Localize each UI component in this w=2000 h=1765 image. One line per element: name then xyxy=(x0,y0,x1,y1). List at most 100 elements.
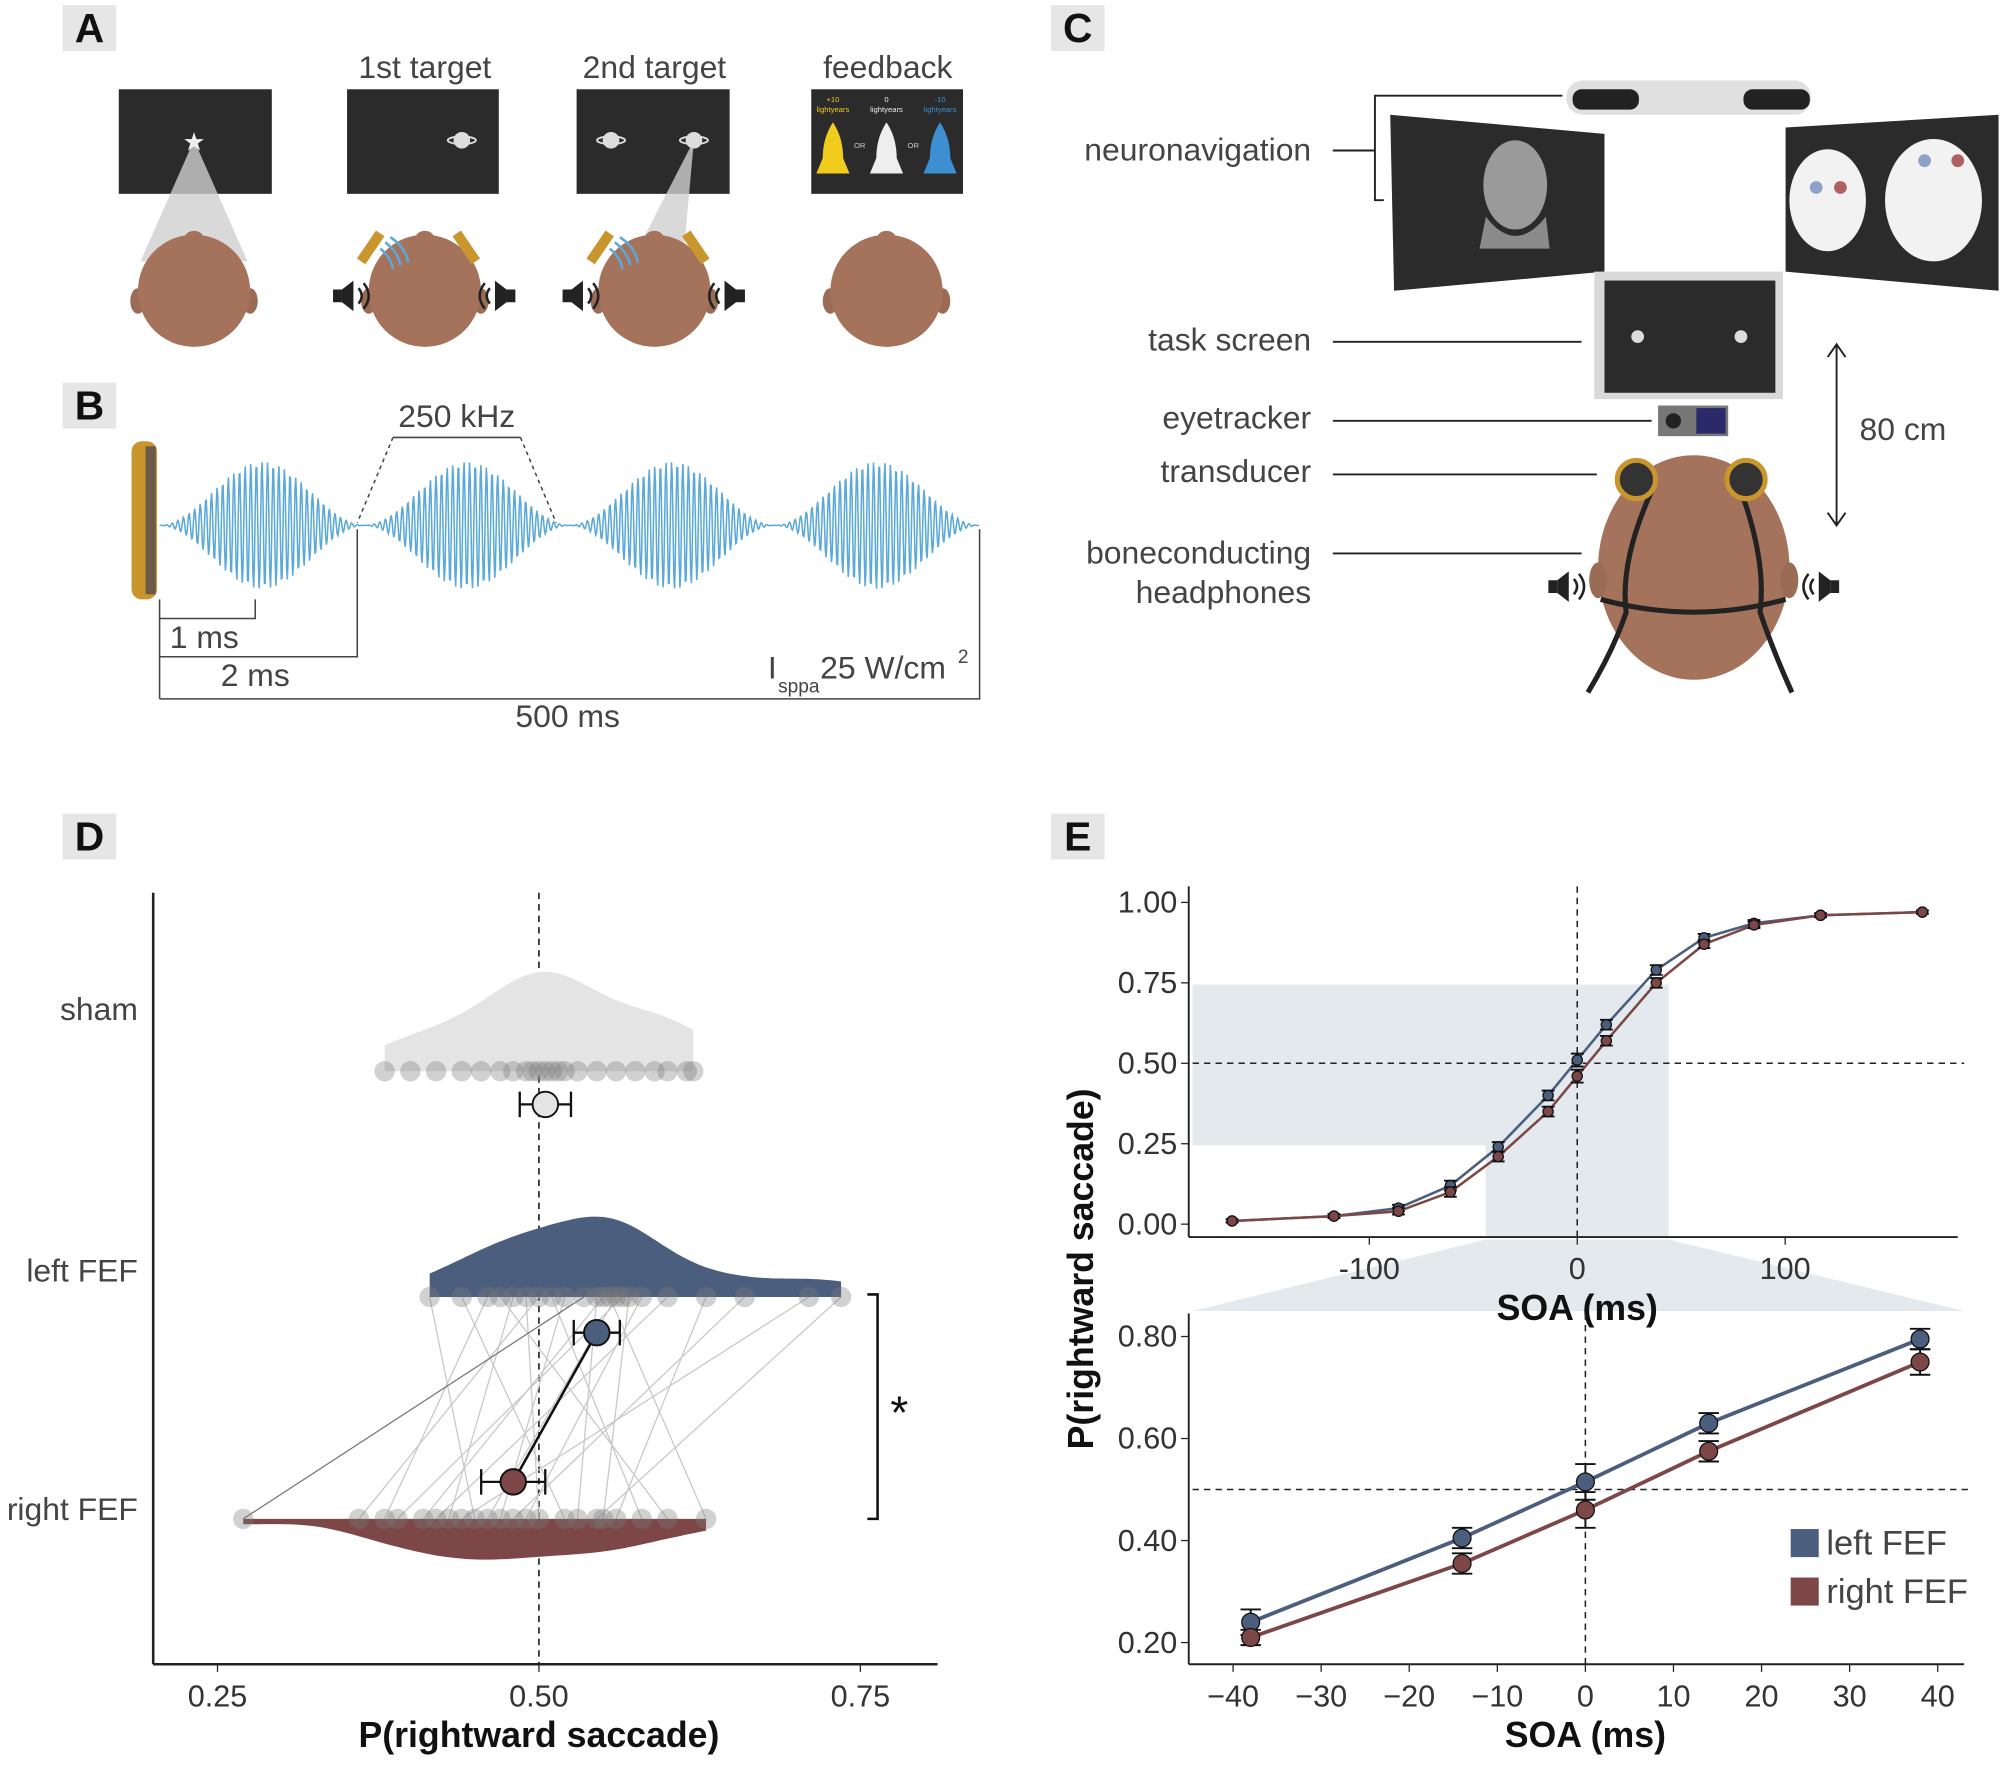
y-tick-label: 0.25 xyxy=(1118,1127,1178,1161)
panel-label: B xyxy=(75,383,104,429)
data-point xyxy=(1650,977,1662,989)
data-point xyxy=(515,1286,537,1308)
planets xyxy=(446,131,709,149)
rockets: +10 lightyears 0 lightyears -10 lightyea… xyxy=(816,95,957,174)
screen-label: 2nd target xyxy=(583,49,727,85)
part-label: boneconducting xyxy=(1086,535,1311,571)
data-point xyxy=(548,1061,569,1082)
zoom-region xyxy=(1192,984,1669,1238)
leader-lines xyxy=(1332,94,1652,555)
data-point xyxy=(477,1508,498,1530)
x-tick-label: 40 xyxy=(1921,1679,1955,1713)
gaze-cone xyxy=(140,140,248,262)
feedback-unit: lightyears xyxy=(924,105,957,114)
ear xyxy=(1589,562,1608,599)
panel-label: C xyxy=(1063,5,1092,51)
data-point xyxy=(631,1286,652,1308)
data-point xyxy=(470,1061,492,1082)
data-point xyxy=(451,1508,472,1530)
data-point xyxy=(1910,1352,1930,1372)
y-tick-label: 0.20 xyxy=(1118,1626,1178,1660)
feedback-or: OR xyxy=(908,141,920,150)
legend-swatch xyxy=(1790,1529,1819,1558)
intensity-value: 25 W/cm xyxy=(820,649,946,685)
data-point xyxy=(1328,1210,1340,1222)
data-point xyxy=(1542,1105,1554,1118)
y-tick-label: 0.00 xyxy=(1118,1207,1178,1241)
paired-line xyxy=(551,1296,643,1520)
brain xyxy=(1885,139,1982,262)
planet xyxy=(1734,330,1748,344)
panel-label-box xyxy=(62,813,117,860)
data-point xyxy=(503,1508,524,1530)
data-point xyxy=(503,1286,524,1308)
data-point xyxy=(605,1286,627,1308)
fixation-star: ★ xyxy=(183,128,206,156)
ultrasound xyxy=(379,236,640,270)
data-point xyxy=(657,1061,678,1082)
x-tick-label: 30 xyxy=(1833,1679,1867,1713)
duration: 500 ms xyxy=(515,698,620,734)
distance-arrow xyxy=(1826,342,1847,528)
intensity-symbol: I xyxy=(768,649,777,685)
y-tick-label: 0.80 xyxy=(1118,1320,1178,1354)
task-screen xyxy=(1604,280,1776,393)
transducer xyxy=(1614,457,1659,502)
data-point xyxy=(528,1061,550,1082)
data-point xyxy=(567,1508,588,1530)
y-tick-label: 0.75 xyxy=(1118,966,1178,1000)
data-point xyxy=(1452,1553,1472,1574)
y-axis-label: P(rightward saccade) xyxy=(1061,1088,1101,1449)
ultrasound-wave xyxy=(159,462,980,589)
data-point xyxy=(451,1286,472,1308)
transducers xyxy=(356,230,710,265)
paired-line xyxy=(448,1296,514,1520)
significance-bracket xyxy=(867,1293,879,1521)
data-point xyxy=(464,1508,485,1530)
feedback-value: -10 xyxy=(935,95,946,104)
brain xyxy=(1789,149,1866,252)
feedback-unit: lightyears xyxy=(870,105,903,114)
mean-point xyxy=(531,1090,560,1119)
mean-point xyxy=(499,1468,527,1496)
legend-label: left FEF xyxy=(1826,1525,1947,1563)
paired-line xyxy=(602,1296,630,1519)
data-point xyxy=(1814,909,1827,922)
x-tick-label: 0.25 xyxy=(188,1679,248,1713)
panel-label-box xyxy=(1051,813,1105,860)
data-point xyxy=(618,1286,640,1308)
density xyxy=(243,1518,707,1560)
panel-label-box xyxy=(62,382,117,429)
data-point xyxy=(477,1286,498,1308)
data-point xyxy=(490,1508,511,1530)
screen-label: 1st target xyxy=(358,49,491,85)
data-point xyxy=(612,1286,633,1308)
x-tick-label: −20 xyxy=(1383,1679,1435,1713)
x-tick-label: −10 xyxy=(1471,1679,1523,1713)
part-label: eyetracker xyxy=(1162,399,1311,435)
data-point xyxy=(1226,1215,1238,1227)
x-tick-label: 20 xyxy=(1745,1679,1779,1713)
data-point xyxy=(541,1061,562,1082)
data-point xyxy=(554,1508,575,1530)
paired-line xyxy=(512,1296,746,1520)
brackets xyxy=(158,436,981,700)
panel-label: E xyxy=(1064,814,1091,860)
data-point xyxy=(830,1286,852,1308)
paired-line xyxy=(384,1296,489,1520)
data-point xyxy=(593,1286,614,1308)
feedback-value: +10 xyxy=(826,95,839,104)
data-point xyxy=(535,1061,556,1082)
data-point xyxy=(425,1061,447,1082)
paired-line xyxy=(358,1296,540,1520)
panel-label-box xyxy=(62,5,117,52)
data-point xyxy=(573,1286,595,1308)
data-point xyxy=(490,1061,511,1082)
panel-c: C neuronavigation task screen eyetracker… xyxy=(1051,5,1999,694)
x-axis-label: SOA (ms) xyxy=(1497,1288,1658,1328)
data-point xyxy=(1600,1035,1613,1047)
data-point xyxy=(605,1061,627,1082)
target-dot xyxy=(1809,181,1823,194)
screen xyxy=(576,89,730,194)
